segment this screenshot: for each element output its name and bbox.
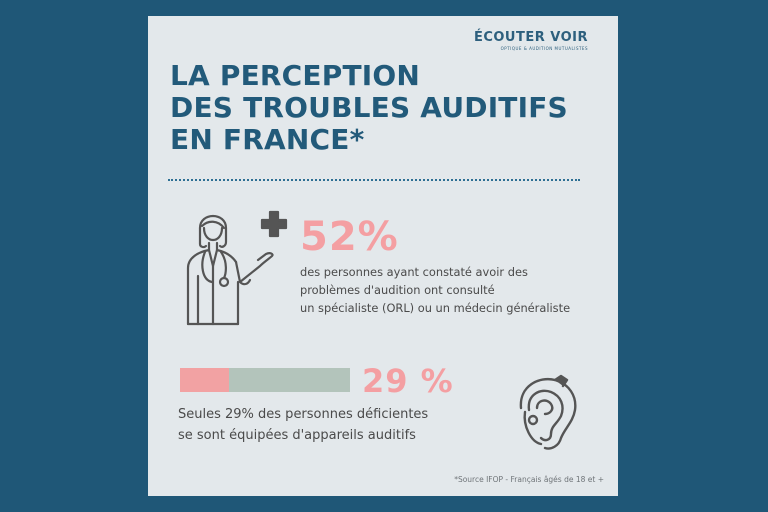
stat-52-line-1: des personnes ayant constaté avoir des xyxy=(300,265,528,279)
stat-52-value: 52% xyxy=(300,214,399,260)
brand-logo: ÉCOUTER VOIR OPTIQUE & AUDITION MUTUALIS… xyxy=(474,30,588,51)
brand-logo-name: ÉCOUTER VOIR xyxy=(473,30,588,45)
title-line-2: DES TROUBLES AUDITIFS xyxy=(170,91,568,124)
stat-52-description: des personnes ayant constaté avoir des p… xyxy=(300,263,570,317)
stat-52-line-2: problèmes d'audition ont consulté xyxy=(300,283,495,297)
doctor-icon xyxy=(186,210,288,326)
hearing-aid-icon xyxy=(519,374,577,450)
title-line-3: EN FRANCE* xyxy=(170,123,365,156)
stat-29-line-1: Seules 29% des personnes déficientes xyxy=(178,407,429,422)
dotted-divider xyxy=(168,179,580,181)
stat-29-value: 29 % xyxy=(362,362,454,400)
stat-29-line-2: se sont équipées d'appareils auditifs xyxy=(178,428,416,443)
stat-52-line-3: un spécialiste (ORL) ou un médecin génér… xyxy=(300,301,571,315)
page-title: LA PERCEPTION DES TROUBLES AUDITIFS EN F… xyxy=(170,60,568,156)
infographic-card: ÉCOUTER VOIR OPTIQUE & AUDITION MUTUALIS… xyxy=(148,16,618,496)
source-note: *Source IFOP - Français âgés de 18 et + xyxy=(454,475,604,484)
equipment-progress-bar xyxy=(180,368,350,392)
equipment-progress-fill xyxy=(180,368,230,392)
stat-29-description: Seules 29% des personnes déficientes se … xyxy=(178,404,428,446)
title-line-1: LA PERCEPTION xyxy=(170,59,421,92)
brand-logo-tagline: OPTIQUE & AUDITION MUTUALISTES xyxy=(500,46,588,51)
